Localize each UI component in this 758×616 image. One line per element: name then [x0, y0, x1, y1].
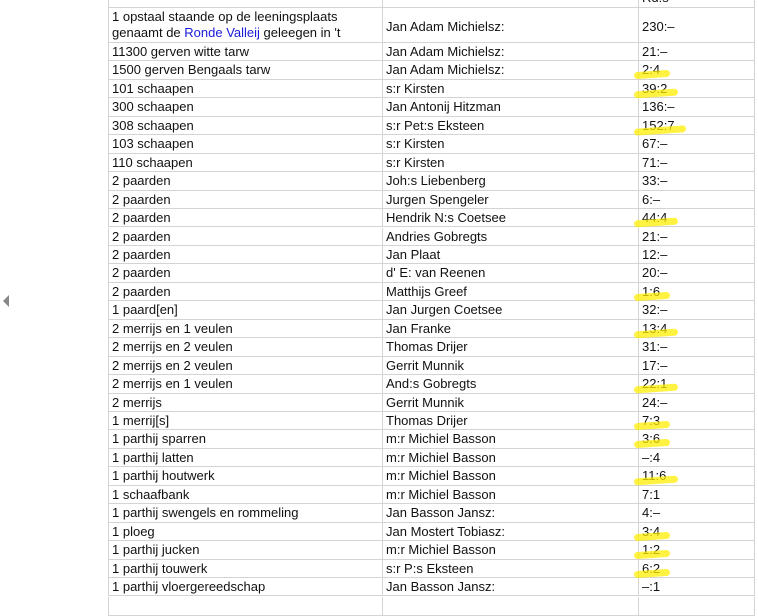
buyer-cell: Thomas Drijer	[383, 412, 639, 431]
item-cell: 2 merrijs en 1 veulen	[108, 375, 383, 394]
item-text: Swartland	[112, 41, 170, 42]
buyer-cell: Jan Adam Michielsz:	[383, 8, 639, 43]
item-cell: 1 parthij vloergereedschap	[108, 578, 383, 597]
cell	[108, 0, 383, 8]
item-cell: 1 opstaal staande op de leeningsplaats g…	[108, 8, 383, 43]
item-cell: 2 paarden	[108, 264, 383, 283]
item-cell: 1 parthij sparren	[108, 430, 383, 449]
item-text: geleegen in 't	[259, 25, 341, 40]
item-cell: 1 ploeg	[108, 522, 383, 542]
price-cell: 17:–	[639, 356, 755, 376]
buyer-cell: Gerrit Munnik	[383, 356, 639, 376]
item-cell: 2 paarden	[108, 172, 383, 191]
item-cell: 1 parthij jucken	[108, 541, 383, 560]
price-cell: 4:–	[639, 504, 755, 523]
item-cell: 2 paarden	[108, 282, 383, 302]
buyer-cell: m:r Michiel Basson	[383, 448, 639, 468]
item-cell: 2 paarden	[108, 227, 383, 246]
item-cell: 103 schaapen	[108, 135, 383, 154]
buyer-cell: d' E: van Reenen	[383, 264, 639, 283]
collapse-arrow[interactable]	[1, 294, 11, 308]
buyer-cell: Joh:s Liebenberg	[383, 172, 639, 191]
buyer-cell: m:r Michiel Basson	[383, 430, 639, 449]
buyer-cell: m:r Michiel Basson	[383, 467, 639, 486]
buyer-cell: Jan Basson Jansz:	[383, 504, 639, 523]
item-cell: 1 merrij[s]	[108, 412, 383, 431]
buyer-cell: Jan Adam Michielsz:	[383, 61, 639, 80]
item-cell: 1500 gerven Bengaals tarw	[108, 61, 383, 80]
price-cell: 20:–	[639, 264, 755, 283]
buyer-cell: Matthijs Greef	[383, 282, 639, 302]
price-cell: 31:–	[639, 338, 755, 357]
cell	[383, 0, 639, 8]
item-cell: 1 parthij touwerk	[108, 559, 383, 579]
item-text: 1 opstaal staande op de leeningsplaats g…	[112, 9, 338, 40]
price-cell: 24:–	[639, 393, 755, 412]
item-cell: 1 schaafbank	[108, 485, 383, 505]
buyer-cell: Jan Jurgen Coetsee	[383, 301, 639, 320]
cell	[108, 596, 383, 616]
buyer-cell: Jan Plaat	[383, 245, 639, 265]
buyer-cell: s:r Kirsten	[383, 135, 639, 154]
item-cell: 2 paarden	[108, 190, 383, 210]
price-cell: 67:–	[639, 135, 755, 154]
buyer-cell: Andries Gobregts	[383, 227, 639, 246]
item-cell: 2 merrijs en 1 veulen	[108, 319, 383, 339]
buyer-cell: s:r Kirsten	[383, 153, 639, 173]
buyer-cell: s:r P:s Eksteen	[383, 559, 639, 579]
buyer-cell: m:r Michiel Basson	[383, 541, 639, 560]
item-cell: 300 schaapen	[108, 98, 383, 117]
item-cell: 2 paarden	[108, 245, 383, 265]
buyer-cell: Gerrit Munnik	[383, 393, 639, 412]
buyer-cell: Jan Antonij Hitzman	[383, 98, 639, 117]
item-cell: 1 parthij latten	[108, 448, 383, 468]
price-cell: 136:–	[639, 98, 755, 117]
price-cell: 7:1	[639, 485, 755, 505]
price-cell: 71:–	[639, 153, 755, 173]
price-cell: –:1	[639, 578, 755, 597]
item-cell: 2 merrijs en 2 veulen	[108, 356, 383, 376]
item-cell: 110 schaapen	[108, 153, 383, 173]
price-cell: 230:–	[639, 8, 755, 43]
item-cell: 11300 gerven witte tarw	[108, 43, 383, 62]
buyer-cell: s:r Pet:s Eksteen	[383, 116, 639, 136]
item-cell: 1 paard[en]	[108, 301, 383, 320]
buyer-cell: Hendrik N:s Coetsee	[383, 209, 639, 228]
price-cell: 21:–	[639, 43, 755, 62]
buyer-cell: Jurgen Spengeler	[383, 190, 639, 210]
price-cell: 33:–	[639, 172, 755, 191]
buyer-cell: And:s Gobregts	[383, 375, 639, 394]
buyer-cell: Jan Mostert Tobiasz:	[383, 522, 639, 542]
price-cell: –:4	[639, 448, 755, 468]
buyer-cell: Jan Franke	[383, 319, 639, 339]
item-text: Ronde Valleij	[184, 25, 260, 40]
item-cell: 308 schaapen	[108, 116, 383, 136]
buyer-cell: Jan Adam Michielsz:	[383, 43, 639, 62]
cell	[383, 596, 639, 616]
cell	[639, 596, 755, 616]
item-cell: 1 parthij houtwerk	[108, 467, 383, 486]
price-cell: 6:–	[639, 190, 755, 210]
item-cell: 2 merrijs en 2 veulen	[108, 338, 383, 357]
price-cell: 32:–	[639, 301, 755, 320]
partial-cell: Rd:s	[639, 0, 755, 8]
item-cell: 101 schaapen	[108, 79, 383, 99]
buyer-cell: m:r Michiel Basson	[383, 485, 639, 505]
buyer-cell: s:r Kirsten	[383, 79, 639, 99]
item-cell: 2 paarden	[108, 209, 383, 228]
item-cell: 1 parthij swengels en rommeling	[108, 504, 383, 523]
price-cell: 21:–	[639, 227, 755, 246]
price-cell: 12:–	[639, 245, 755, 265]
buyer-cell: Jan Basson Jansz:	[383, 578, 639, 597]
buyer-cell: Thomas Drijer	[383, 338, 639, 357]
item-cell: 2 merrijs	[108, 393, 383, 412]
